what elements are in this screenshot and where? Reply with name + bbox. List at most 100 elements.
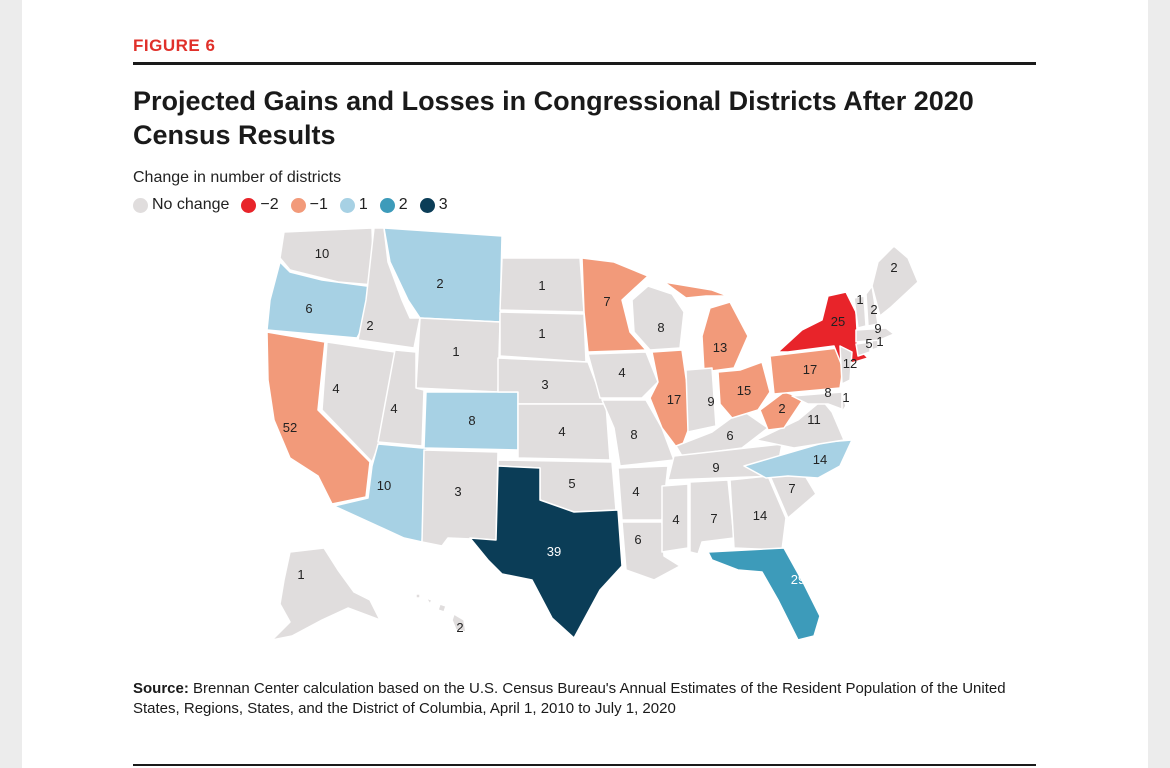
state-mn <box>581 257 649 353</box>
bottom-divider <box>133 764 1036 766</box>
legend-swatch <box>133 197 148 213</box>
legend-item-plus-3: 3 <box>419 196 448 214</box>
figure-title: Projected Gains and Losses in Congressio… <box>133 86 974 150</box>
district-count-mn: 7 <box>603 294 610 309</box>
district-count-ia: 4 <box>618 365 625 380</box>
state-wv <box>759 391 805 431</box>
state-nh <box>865 285 879 327</box>
district-count-ut: 4 <box>390 401 397 416</box>
district-count-me: 2 <box>890 260 897 275</box>
state-ia <box>587 351 659 399</box>
district-count-ms: 4 <box>672 512 679 527</box>
district-count-or: 6 <box>305 301 312 316</box>
district-count-la: 6 <box>634 532 641 547</box>
figure-label: FIGURE 6 <box>133 36 216 55</box>
district-count-wa: 10 <box>315 246 329 261</box>
district-count-fl: 29 <box>791 572 805 587</box>
state-nj <box>839 345 853 385</box>
source-text: Brennan Center calculation based on the … <box>133 680 1006 717</box>
state-ut <box>377 349 425 447</box>
district-count-wv: 2 <box>778 401 785 416</box>
district-count-oh: 15 <box>737 383 751 398</box>
legend: No change −2 −1 1 2 3 <box>133 196 460 214</box>
state-de <box>841 391 847 413</box>
source-note: Source: Brennan Center calculation based… <box>133 679 1033 719</box>
district-count-wi: 8 <box>657 320 664 335</box>
district-count-nh: 2 <box>870 302 877 317</box>
district-count-va: 11 <box>807 412 821 427</box>
district-count-mt: 2 <box>436 276 443 291</box>
legend-item-plus-2: 2 <box>379 196 408 214</box>
state-il <box>649 349 693 453</box>
state-ar <box>617 465 669 521</box>
top-divider <box>133 62 1036 65</box>
state-me <box>871 245 919 317</box>
district-count-ky: 6 <box>726 428 733 443</box>
district-count-nd: 1 <box>538 278 545 293</box>
state-nm <box>421 449 499 547</box>
district-count-ct: 5 <box>865 336 872 351</box>
district-count-ne: 3 <box>541 377 548 392</box>
source-label: Source: <box>133 680 189 697</box>
legend-swatch <box>290 197 306 213</box>
state-shapes <box>266 227 919 641</box>
state-ks <box>517 403 611 461</box>
district-count-ks: 4 <box>558 424 565 439</box>
legend-label: 2 <box>398 196 408 213</box>
state-in <box>685 367 717 433</box>
district-count-md: 8 <box>824 385 831 400</box>
state-ms <box>661 483 689 553</box>
state-ma <box>855 327 895 343</box>
state-oh <box>717 361 771 419</box>
legend-item-plus-1: 1 <box>339 196 368 214</box>
district-count-sc: 7 <box>788 481 795 496</box>
district-count-hi: 2 <box>456 620 463 635</box>
legend-swatch <box>379 197 395 213</box>
state-wi <box>631 285 685 351</box>
district-count-ar: 4 <box>632 484 639 499</box>
district-count-mi: 13 <box>713 340 727 355</box>
legend-label: −2 <box>260 196 279 213</box>
district-count-nm: 3 <box>454 484 461 499</box>
legend-label: 1 <box>358 196 368 213</box>
district-count-ca: 52 <box>283 420 297 435</box>
legend-item-no-change: No change <box>133 196 229 214</box>
district-count-nv: 4 <box>332 381 339 396</box>
state-id <box>357 227 421 349</box>
district-count-co: 8 <box>468 413 475 428</box>
legend-swatch <box>339 197 355 213</box>
district-count-wy: 1 <box>452 344 459 359</box>
district-count-ga: 14 <box>753 508 767 523</box>
district-count-sd: 1 <box>538 326 545 341</box>
state-tx <box>469 465 623 639</box>
district-count-id: 2 <box>366 318 373 333</box>
district-count-nj: 12 <box>843 356 857 371</box>
legend-title: Change in number of districts <box>133 169 342 186</box>
district-count-tn: 9 <box>712 460 719 475</box>
district-count-de: 1 <box>842 390 849 405</box>
district-count-in: 9 <box>707 394 714 409</box>
legend-swatch <box>419 197 435 213</box>
state-vt <box>853 295 867 329</box>
state-md <box>791 391 845 411</box>
state-va <box>755 399 845 449</box>
district-count-nc: 14 <box>813 452 827 467</box>
district-count-ak: 1 <box>297 567 304 582</box>
state-ak <box>271 547 381 641</box>
district-count-pa: 17 <box>803 362 817 377</box>
district-count-ok: 5 <box>568 476 575 491</box>
district-count-mo: 8 <box>630 427 637 442</box>
district-count-tx: 39 <box>547 544 561 559</box>
district-count-ny: 25 <box>831 314 845 329</box>
district-count-ri: 1 <box>876 334 883 349</box>
district-count-al: 7 <box>710 511 717 526</box>
legend-item-minus-1: −1 <box>290 196 328 214</box>
state-hi <box>415 593 467 633</box>
figure-page: FIGURE 6 Projected Gains and Losses in C… <box>22 0 1148 768</box>
state-al <box>689 479 735 555</box>
state-ct <box>855 341 871 357</box>
state-mi <box>663 281 749 373</box>
legend-label: No change <box>152 196 230 213</box>
